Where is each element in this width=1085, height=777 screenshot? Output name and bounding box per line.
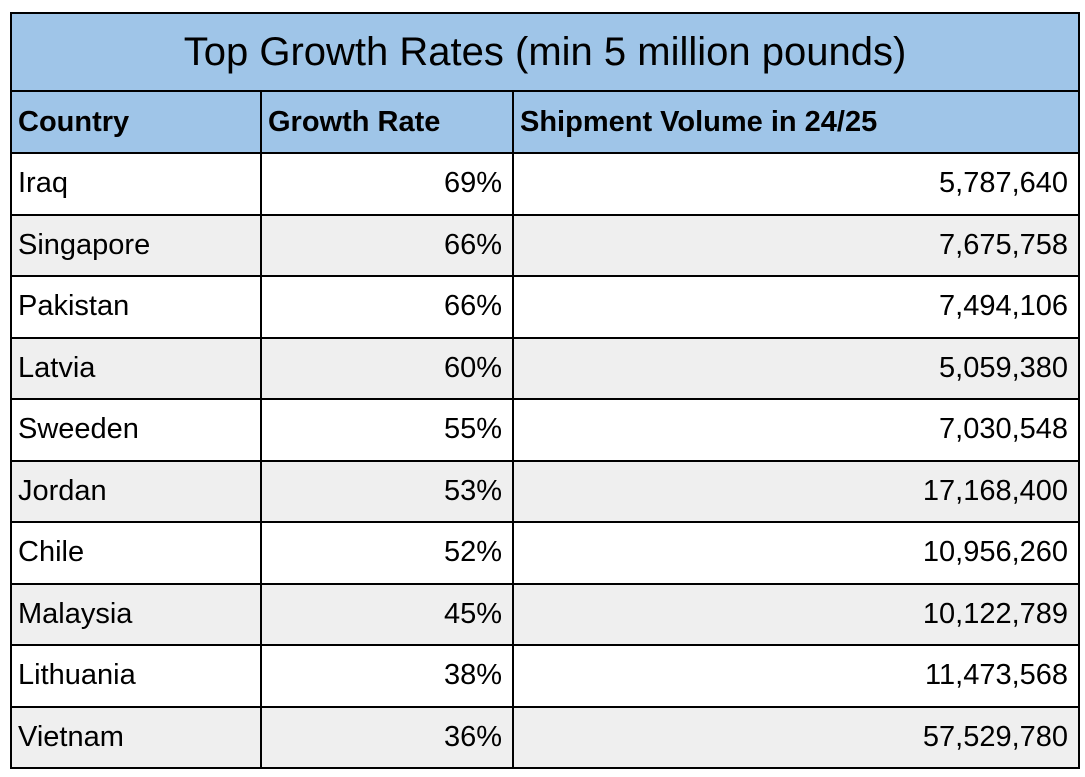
cell-country: Singapore xyxy=(10,213,262,277)
cell-growth-rate: 45% xyxy=(260,582,514,646)
cell-country: Jordan xyxy=(10,459,262,523)
table-row: Chile 52% 10,956,260 xyxy=(10,521,1081,585)
cell-shipment-volume: 7,030,548 xyxy=(511,398,1081,462)
cell-country: Chile xyxy=(10,521,262,585)
cell-shipment-volume: 11,473,568 xyxy=(511,644,1081,708)
table-row: Vietnam 36% 57,529,780 xyxy=(10,705,1081,769)
cell-growth-rate: 53% xyxy=(260,459,514,523)
cell-shipment-volume: 5,059,380 xyxy=(511,336,1081,400)
cell-country: Vietnam xyxy=(10,705,262,769)
cell-shipment-volume: 5,787,640 xyxy=(511,152,1081,216)
cell-shipment-volume: 17,168,400 xyxy=(511,459,1081,523)
table-row: Sweeden 55% 7,030,548 xyxy=(10,398,1081,462)
growth-table-container: Top Growth Rates (min 5 million pounds) … xyxy=(9,12,1081,769)
cell-country: Latvia xyxy=(10,336,262,400)
column-header-country: Country xyxy=(10,90,262,154)
header-row: Country Growth Rate Shipment Volume in 2… xyxy=(10,90,1081,154)
cell-shipment-volume: 10,956,260 xyxy=(511,521,1081,585)
title-row: Top Growth Rates (min 5 million pounds) xyxy=(9,12,1081,92)
cell-country: Pakistan xyxy=(10,275,262,339)
cell-shipment-volume: 7,675,758 xyxy=(511,213,1081,277)
table-row: Pakistan 66% 7,494,106 xyxy=(10,275,1081,339)
cell-growth-rate: 38% xyxy=(260,644,514,708)
cell-growth-rate: 55% xyxy=(260,398,514,462)
table-row: Singapore 66% 7,675,758 xyxy=(10,213,1081,277)
table-title: Top Growth Rates (min 5 million pounds) xyxy=(9,12,1081,92)
cell-growth-rate: 66% xyxy=(260,213,514,277)
table-body: Iraq 69% 5,787,640 Singapore 66% 7,675,758 Pak… xyxy=(10,152,1081,769)
cell-country: Lithuania xyxy=(10,644,262,708)
cell-growth-rate: 60% xyxy=(260,336,514,400)
cell-shipment-volume: 10,122,789 xyxy=(511,582,1081,646)
table-row: Latvia 60% 5,059,380 xyxy=(10,336,1081,400)
growth-rates-table: Top Growth Rates (min 5 million pounds) … xyxy=(9,12,1081,769)
column-header-growth-rate: Growth Rate xyxy=(260,90,514,154)
cell-shipment-volume: 57,529,780 xyxy=(511,705,1081,769)
cell-country: Malaysia xyxy=(10,582,262,646)
cell-growth-rate: 69% xyxy=(260,152,514,216)
table-row: Lithuania 38% 11,473,568 xyxy=(10,644,1081,708)
cell-growth-rate: 52% xyxy=(260,521,514,585)
column-header-shipment-volume: Shipment Volume in 24/25 xyxy=(511,90,1081,154)
table-row: Malaysia 45% 10,122,789 xyxy=(10,582,1081,646)
cell-country: Sweeden xyxy=(10,398,262,462)
cell-growth-rate: 66% xyxy=(260,275,514,339)
cell-growth-rate: 36% xyxy=(260,705,514,769)
cell-country: Iraq xyxy=(10,152,262,216)
table-row: Jordan 53% 17,168,400 xyxy=(10,459,1081,523)
table-row: Iraq 69% 5,787,640 xyxy=(10,152,1081,216)
cell-shipment-volume: 7,494,106 xyxy=(511,275,1081,339)
